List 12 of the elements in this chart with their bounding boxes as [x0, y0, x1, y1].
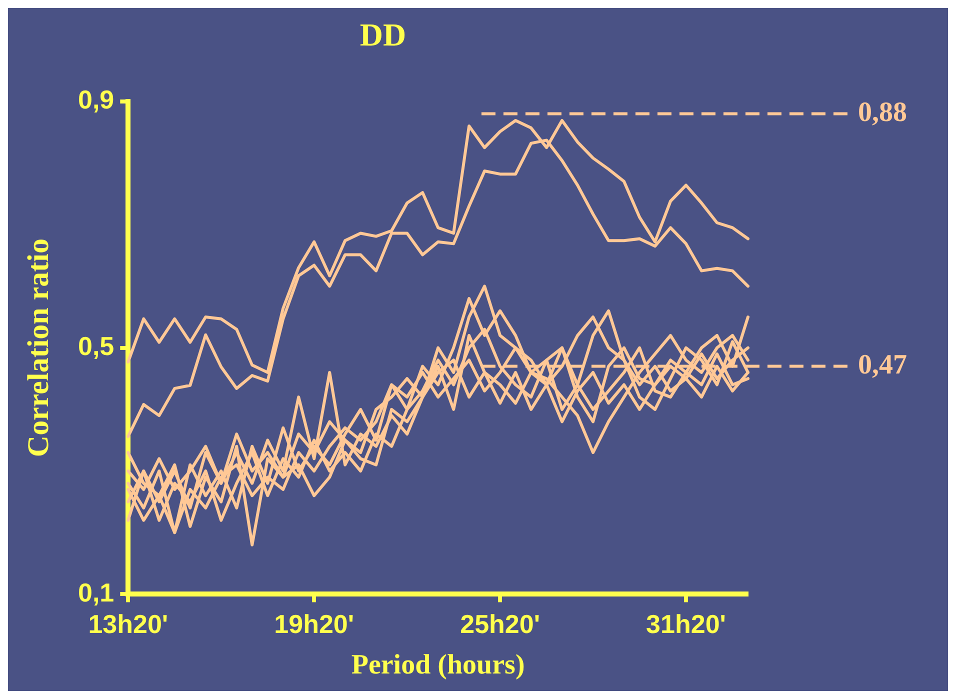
ref-line-label: 0,47 — [858, 350, 907, 381]
y-axis-title: Correlation ratio — [22, 238, 55, 458]
y-tick-label: 0,9 — [78, 84, 114, 115]
x-tick-label: 13h20' — [88, 608, 168, 639]
y-tick-label: 0,1 — [78, 577, 114, 608]
x-tick-label: 25h20' — [460, 608, 540, 639]
x-tick-label: 31h20' — [646, 608, 726, 639]
ref-line-label: 0,88 — [858, 96, 907, 128]
y-tick-label: 0,5 — [78, 330, 114, 361]
x-tick-label: 19h20' — [274, 608, 354, 639]
x-axis-title: Period (hours) — [351, 649, 525, 680]
chart-title: DD — [360, 16, 406, 52]
